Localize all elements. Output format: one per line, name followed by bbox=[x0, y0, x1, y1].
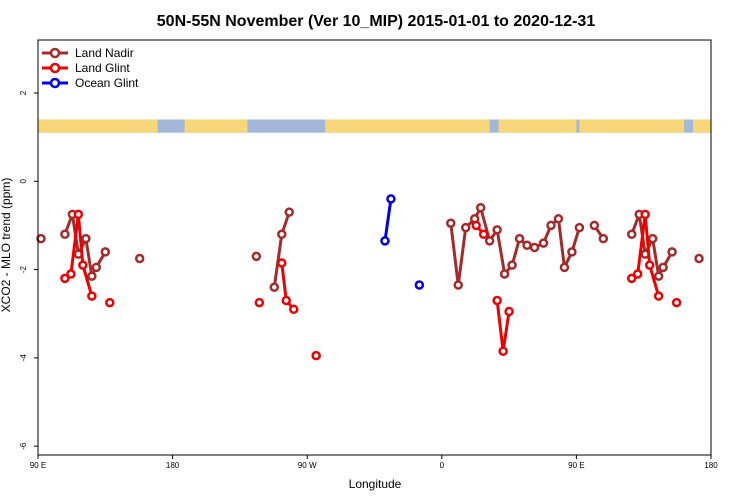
data-point bbox=[667, 247, 677, 257]
land-band-segment bbox=[325, 119, 490, 133]
legend-marker bbox=[49, 47, 61, 59]
data-point bbox=[78, 260, 88, 270]
series-0 bbox=[36, 203, 704, 292]
data-point bbox=[100, 247, 111, 257]
y-tick-label: -2 bbox=[19, 265, 28, 273]
legend-marker bbox=[49, 77, 61, 89]
series-1 bbox=[60, 209, 682, 361]
data-point bbox=[498, 346, 508, 356]
data-point bbox=[414, 280, 425, 290]
data-point bbox=[492, 295, 502, 306]
y-axis: 2 0 -2 -4 -6 bbox=[19, 90, 38, 450]
data-point bbox=[644, 260, 655, 270]
data-point bbox=[478, 229, 489, 240]
data-point bbox=[546, 220, 556, 231]
data-point bbox=[380, 236, 390, 246]
data-point bbox=[671, 297, 682, 308]
data-point bbox=[567, 247, 577, 257]
chart-title: 50N-55N November (Ver 10_MIP) 2015-01-01… bbox=[157, 13, 596, 30]
data-point bbox=[91, 262, 102, 273]
y-tick-label: 0 bbox=[19, 179, 28, 184]
data-point bbox=[658, 262, 668, 273]
data-point bbox=[484, 236, 495, 246]
data-point bbox=[386, 194, 396, 204]
data-point bbox=[284, 207, 295, 217]
data-point bbox=[73, 209, 84, 220]
data-point bbox=[134, 253, 145, 264]
data-point bbox=[471, 220, 481, 231]
data-point bbox=[626, 273, 637, 284]
data-point bbox=[254, 297, 265, 308]
data-point bbox=[640, 209, 650, 220]
x-tick-label: 90 E bbox=[568, 461, 584, 470]
data-point bbox=[269, 282, 280, 292]
x-tick-label: 90 E bbox=[30, 461, 46, 470]
data-point bbox=[626, 229, 637, 240]
land-band-segment bbox=[579, 119, 685, 133]
x-axis: 90 E 180 90 W 0 90 E 180 bbox=[30, 455, 718, 470]
data-point bbox=[529, 242, 540, 253]
data-point bbox=[311, 350, 321, 361]
plot-series bbox=[36, 194, 704, 361]
data-point bbox=[81, 233, 91, 244]
x-tick-label: 0 bbox=[440, 461, 445, 470]
x-tick-label: 180 bbox=[166, 461, 180, 470]
legend-marker bbox=[49, 62, 61, 74]
data-point bbox=[647, 233, 658, 244]
data-point bbox=[453, 280, 464, 290]
data-point bbox=[460, 222, 471, 233]
data-point bbox=[522, 240, 532, 251]
land-band-segment bbox=[498, 119, 577, 133]
data-point bbox=[281, 295, 292, 306]
legend-label: Land Nadir bbox=[75, 46, 134, 60]
data-point bbox=[36, 233, 46, 244]
data-point bbox=[105, 297, 115, 308]
data-point bbox=[87, 271, 97, 281]
data-point bbox=[87, 291, 97, 301]
x-axis-label: Longitude bbox=[349, 477, 402, 491]
data-point bbox=[514, 233, 525, 244]
data-point bbox=[499, 269, 510, 279]
land-sea-band bbox=[38, 119, 711, 133]
land-band-segment bbox=[38, 119, 158, 133]
data-point bbox=[475, 203, 486, 213]
data-point bbox=[653, 291, 664, 301]
data-point bbox=[446, 218, 456, 228]
plot-frame bbox=[37, 39, 712, 456]
x-tick-label: 90 W bbox=[298, 461, 317, 470]
legend-label: Ocean Glint bbox=[75, 76, 139, 90]
data-point bbox=[60, 229, 70, 240]
legend-label: Land Glint bbox=[75, 61, 130, 75]
data-point bbox=[574, 222, 585, 233]
data-point bbox=[504, 306, 514, 317]
series-2 bbox=[380, 194, 425, 290]
data-point bbox=[288, 304, 299, 315]
data-point bbox=[507, 260, 517, 270]
data-point bbox=[66, 269, 76, 279]
x-tick-label: 180 bbox=[704, 461, 718, 470]
land-band-segment bbox=[693, 119, 711, 133]
data-point bbox=[559, 262, 570, 273]
y-tick-label: -4 bbox=[19, 354, 28, 362]
data-point bbox=[277, 229, 287, 240]
data-point bbox=[694, 253, 704, 264]
data-point bbox=[589, 220, 600, 231]
y-axis-label: XCO2 - MLO trend (ppm) bbox=[0, 178, 13, 313]
data-point bbox=[553, 214, 564, 224]
data-point bbox=[251, 251, 262, 262]
land-band-segment bbox=[184, 119, 248, 133]
data-point bbox=[492, 225, 502, 235]
data-point bbox=[598, 233, 609, 244]
y-tick-label: 2 bbox=[19, 90, 28, 95]
data-point bbox=[653, 271, 664, 281]
data-point bbox=[538, 238, 549, 248]
data-point bbox=[60, 273, 70, 284]
data-point bbox=[277, 258, 287, 268]
series-line bbox=[272, 211, 291, 288]
data-point bbox=[632, 269, 643, 279]
series-line bbox=[383, 198, 393, 242]
y-tick-label: -6 bbox=[19, 442, 28, 450]
